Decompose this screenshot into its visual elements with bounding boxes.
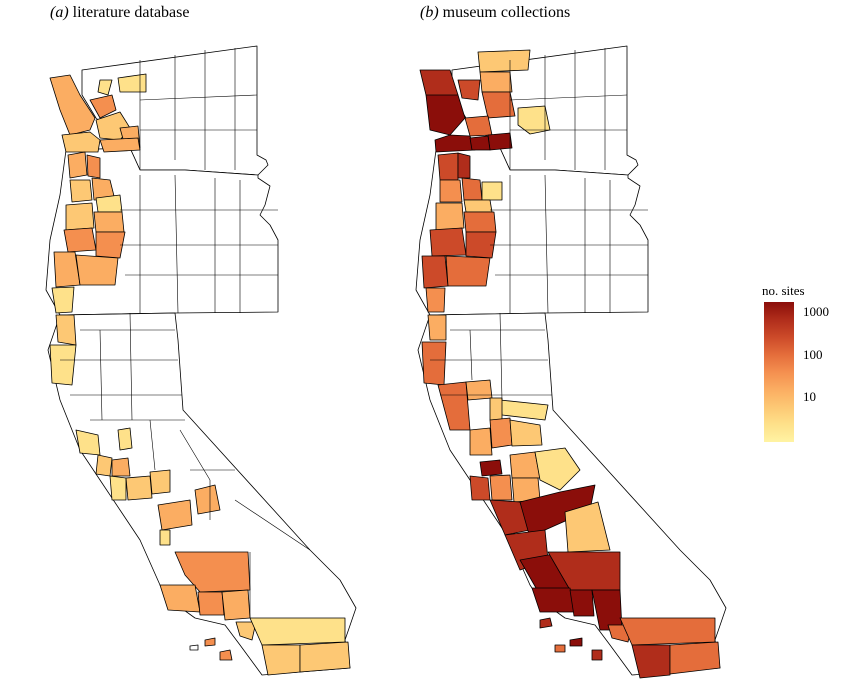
panel-a-text: literature database xyxy=(72,4,190,21)
legend-color-bar xyxy=(764,302,794,442)
map-museum xyxy=(415,45,727,679)
map-a-county-lines xyxy=(60,48,311,618)
legend-tick-10: 10 xyxy=(803,389,816,404)
map-b-islands xyxy=(539,617,603,661)
legend-tick-100: 100 xyxy=(803,347,823,362)
map-a-shaded xyxy=(49,73,351,676)
panel-b-text: museum collections xyxy=(442,4,571,21)
map-b-county-lines xyxy=(430,48,648,401)
map-a-islands xyxy=(189,637,233,661)
panel-literature: (a) literature database xyxy=(0,0,400,693)
map-literature xyxy=(45,45,357,676)
map-b-shaded xyxy=(419,49,721,679)
panel-a-title: (a) literature database xyxy=(50,4,189,22)
panel-museum: (b) museum collections xyxy=(370,0,770,693)
panel-b-title: (b) museum collections xyxy=(420,4,570,22)
panel-a-label: (a) xyxy=(50,4,69,21)
legend-tick-1000: 1000 xyxy=(803,304,829,319)
legend-title: no. sites xyxy=(762,283,805,298)
panel-b-label: (b) xyxy=(420,4,439,21)
